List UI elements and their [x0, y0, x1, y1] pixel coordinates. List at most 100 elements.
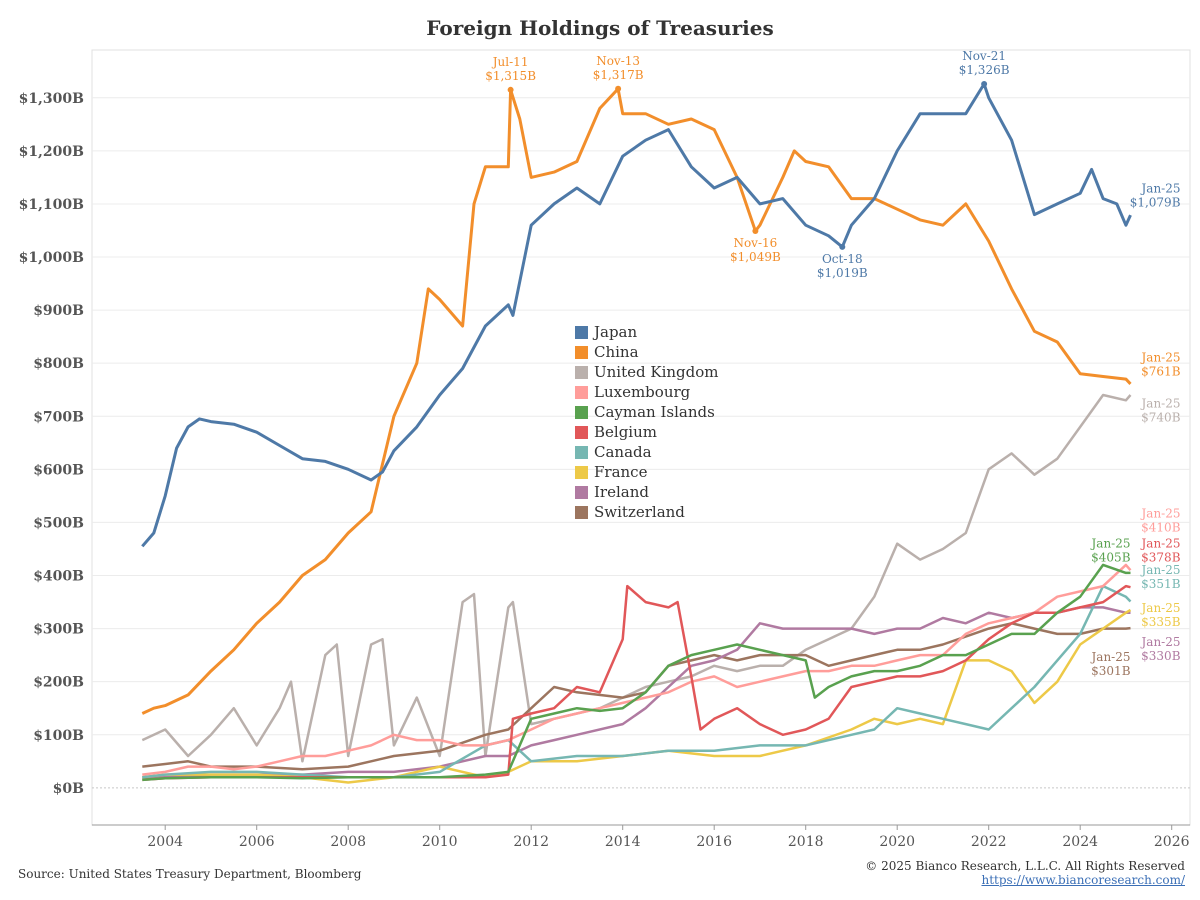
annotation-layer: Jul-11$1,315B Nov-13$1,317B Nov-21$1,326B N…	[485, 49, 1180, 678]
annotation-date-label: Jan-25	[1139, 601, 1180, 615]
y-axis: $0B $100B $200B $300B $400B $500B $600B $700B $8…	[19, 91, 85, 797]
annotation-value-label: $1,317B	[593, 68, 644, 82]
legend-label: Canada	[594, 443, 652, 461]
legend-label: Cayman Islands	[594, 403, 715, 421]
annotation-value-label: $1,019B	[817, 266, 868, 280]
legend-label: France	[594, 463, 648, 481]
x-tick-label: 2022	[971, 834, 1007, 850]
legend-item-ireland: Ireland	[575, 482, 719, 502]
annotation-date-label: Oct-18	[822, 252, 863, 266]
annotation-value-label: $351B	[1141, 577, 1181, 591]
annotation-value-label: $410B	[1141, 520, 1181, 534]
copyright-note: © 2025 Bianco Research, L.L.C. All Right…	[865, 859, 1185, 873]
y-tick-label: $800B	[33, 356, 84, 372]
annotation-date-label: Jan-25	[1089, 537, 1130, 551]
legend-item-luxembourg: Luxembourg	[575, 382, 719, 402]
legend-item-canada: Canada	[575, 442, 719, 462]
annotation-marker	[752, 228, 759, 235]
legend-swatch	[575, 405, 588, 419]
annotation-value-label: $761B	[1141, 364, 1181, 378]
annotation-value-label: $1,049B	[730, 250, 781, 264]
y-tick-label: $600B	[33, 462, 84, 478]
annotation-date-label: Jan-25	[1139, 350, 1180, 364]
annotation-date-label: Jan-25	[1139, 635, 1180, 649]
x-tick-label: 2024	[1062, 834, 1098, 850]
annotation-value-label: $405B	[1091, 551, 1131, 565]
annotation-value-label: $1,315B	[485, 69, 536, 83]
legend-swatch	[575, 505, 588, 519]
annotation-value-label: $1,326B	[959, 63, 1010, 77]
legend-label: Switzerland	[594, 503, 685, 521]
x-tick-label: 2016	[696, 834, 732, 850]
y-tick-label: $1,200B	[19, 144, 85, 160]
annotation-value-label: $740B	[1141, 411, 1181, 425]
y-tick-label: $100B	[33, 728, 84, 744]
chart-title: Foreign Holdings of Treasuries	[426, 16, 774, 40]
legend-swatch	[575, 365, 588, 379]
legend-swatch	[575, 485, 588, 499]
legend-item-switzerland: Switzerland	[575, 502, 719, 522]
legend-item-france: France	[575, 462, 719, 482]
website-link[interactable]: https://www.biancoresearch.com/	[981, 873, 1185, 887]
series-line-switzerland	[142, 622, 1131, 771]
y-tick-label: $400B	[33, 569, 84, 585]
annotation-marker	[615, 85, 622, 92]
gridlines	[92, 97, 1190, 789]
annotation-date-label: Jan-25	[1139, 397, 1180, 411]
y-tick-label: $1,100B	[19, 197, 85, 213]
series-line-luxembourg	[142, 563, 1132, 776]
annotation-date-label: Jan-25	[1089, 650, 1130, 664]
y-tick-label: $300B	[33, 622, 84, 638]
annotation-value-label: $330B	[1141, 649, 1181, 663]
y-tick-label: $500B	[33, 515, 84, 531]
x-tick-label: 2010	[422, 834, 458, 850]
annotation-date-label: Jan-25	[1139, 182, 1180, 196]
legend-label: Ireland	[594, 483, 649, 501]
annotation-date-label: Nov-21	[962, 49, 1006, 63]
y-tick-label: $1,300B	[19, 91, 85, 107]
legend-item-japan: Japan	[575, 322, 719, 342]
series-line-japan	[141, 82, 1132, 548]
legend-swatch	[575, 465, 588, 479]
x-tick-label: 2006	[239, 834, 275, 850]
legend-swatch	[575, 385, 588, 399]
y-tick-label: $1,000B	[19, 250, 85, 266]
x-axis: 2004 2006 2008 2010 2012 2014 2016 2018 2020 2022…	[92, 824, 1190, 850]
legend-swatch	[575, 445, 588, 459]
annotation-date-label: Nov-16	[733, 236, 777, 250]
annotation-date-label: Jul-11	[491, 55, 529, 69]
annotation-date-label: Jan-25	[1139, 563, 1180, 577]
series-layer	[141, 82, 1132, 784]
series-line-france	[142, 608, 1132, 784]
legend-swatch	[575, 325, 588, 339]
y-tick-label: $700B	[33, 409, 84, 425]
annotation-value-label: $301B	[1091, 664, 1131, 678]
annotation-date-label: Jan-25	[1139, 506, 1180, 520]
legend-label: Japan	[594, 323, 638, 341]
legend-item-united-kingdom: United Kingdom	[575, 362, 719, 382]
x-tick-label: 2008	[330, 834, 366, 850]
legend-item-cayman-islands: Cayman Islands	[575, 402, 719, 422]
annotation-value-label: $335B	[1141, 615, 1181, 629]
y-tick-label: $900B	[33, 303, 84, 319]
annotation-marker	[981, 80, 988, 87]
y-tick-label: $200B	[33, 675, 84, 691]
x-tick-label: 2014	[605, 834, 641, 850]
annotation-value-label: $1,079B	[1130, 196, 1181, 210]
x-tick-label: 2020	[879, 834, 915, 850]
legend-label: Luxembourg	[594, 383, 691, 401]
annotation-date-label: Jan-25	[1139, 537, 1180, 551]
y-tick-label: $0B	[53, 781, 84, 797]
annotation-value-label: $378B	[1141, 551, 1181, 565]
legend-label: United Kingdom	[594, 363, 719, 381]
legend: Japan China United Kingdom Luxembourg Cayman…	[575, 322, 719, 522]
annotation-date-label: Nov-13	[596, 54, 640, 68]
annotation-marker	[507, 86, 514, 93]
legend-item-china: China	[575, 342, 719, 362]
source-note: Source: United States Treasury Departmen…	[18, 867, 362, 881]
series-line-cayman-islands	[142, 563, 1131, 782]
legend-label: China	[594, 343, 639, 361]
annotation-marker	[839, 243, 846, 250]
legend-item-belgium: Belgium	[575, 422, 719, 442]
